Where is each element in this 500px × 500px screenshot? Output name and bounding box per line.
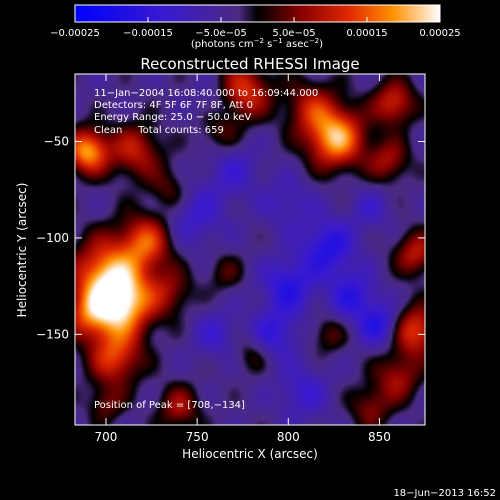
- x-tick-label: 800: [277, 430, 300, 444]
- annotation-block: 11−Jan−2004 16:08:40.000 to 16:09:44.000…: [94, 88, 318, 136]
- annotation-time: 11−Jan−2004 16:08:40.000 to 16:09:44.000: [94, 88, 318, 99]
- chart-title: Reconstructed RHESSI Image: [140, 55, 359, 73]
- heatmap-image: [75, 74, 425, 425]
- colorbar-tick-label: 0.00015: [346, 28, 387, 39]
- x-axis-ticks: 700 750 800 850: [95, 74, 391, 444]
- y-axis-label: Heliocentric Y (arcsec): [15, 183, 29, 318]
- annotation-detectors: Detectors: 4F 5F 6F 7F 8F, Att 0: [94, 100, 253, 111]
- y-tick-label: −50: [44, 135, 69, 149]
- x-axis-label: Heliocentric X (arcsec): [182, 447, 318, 461]
- colorbar-ticks: −0.00025 −0.00015 −5.0e−05 5.0e−05 0.00015 0.…: [50, 17, 461, 39]
- colorbar-tick-label: −5.0e−05: [195, 28, 247, 39]
- y-tick-label: −100: [36, 231, 69, 245]
- colorbar-tick-label: 5.0e−05: [272, 28, 315, 39]
- colorbar-tick-label: 0.00025: [419, 28, 460, 39]
- x-tick-label: 750: [186, 430, 209, 444]
- annotation-energy: Energy Range: 25.0 − 50.0 keV: [94, 112, 251, 123]
- annotation-counts: Clean Total counts: 659: [94, 125, 224, 136]
- footer-timestamp: 18−Jun−2013 16:52: [393, 488, 496, 499]
- peak-position-label: Position of Peak = [708,−134]: [94, 400, 245, 411]
- y-axis-ticks: −50 −100 −150: [36, 135, 425, 341]
- y-tick-label: −150: [36, 327, 69, 341]
- x-tick-label: 850: [368, 430, 391, 444]
- x-tick-label: 700: [95, 430, 118, 444]
- colorbar: [74, 4, 441, 23]
- plot-frame: [74, 73, 426, 426]
- colorbar-units: (photons cm−2 s−1 asec−2): [191, 37, 323, 50]
- colorbar-tick-label: −0.00015: [123, 28, 173, 39]
- colorbar-tick-label: −0.00025: [50, 28, 100, 39]
